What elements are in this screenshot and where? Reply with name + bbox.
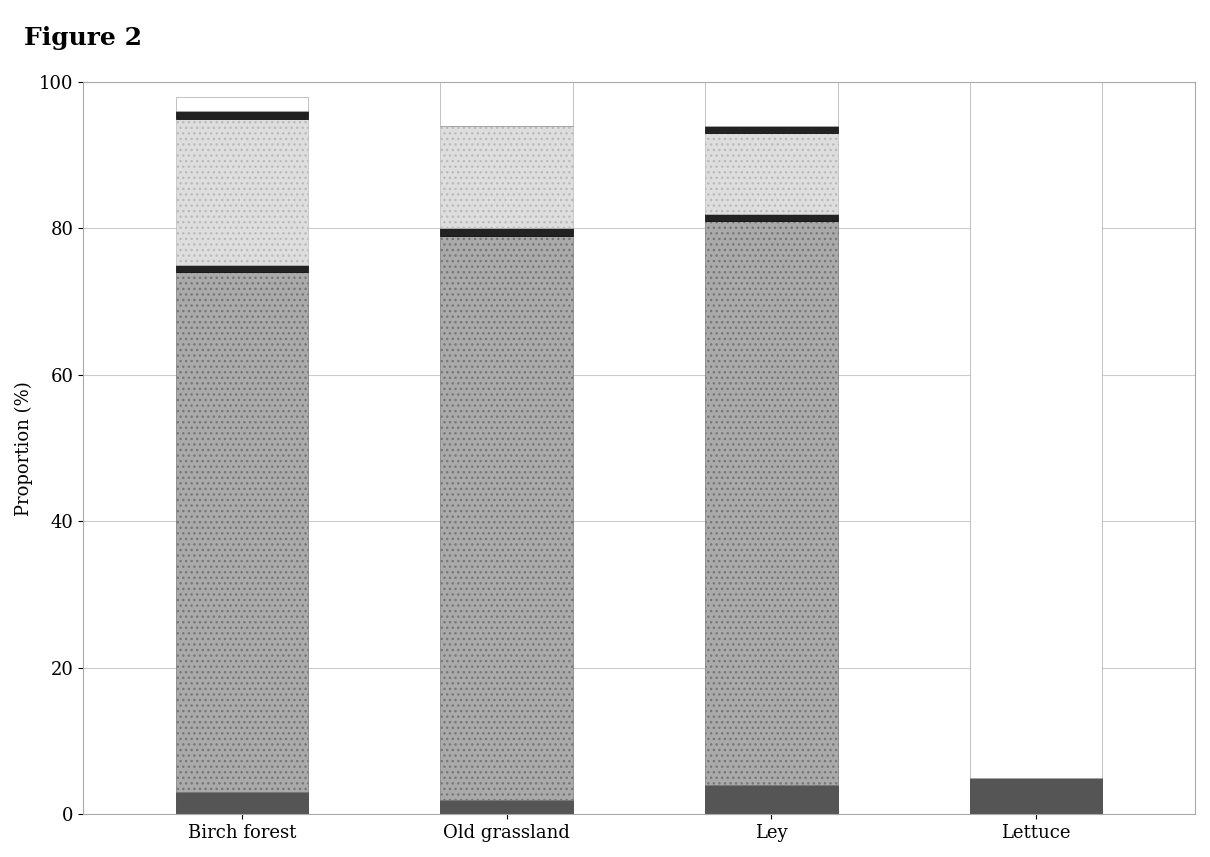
Bar	[175, 97, 309, 111]
Bar	[970, 82, 1102, 777]
Bar	[705, 126, 837, 133]
Bar	[175, 265, 309, 273]
Bar	[175, 273, 309, 793]
Text: Figure 2: Figure 2	[24, 26, 143, 50]
Bar	[440, 126, 572, 229]
Bar	[440, 800, 572, 814]
Bar	[705, 82, 837, 126]
Bar	[705, 213, 837, 221]
Bar	[970, 777, 1102, 814]
Bar	[440, 82, 572, 126]
Bar	[440, 229, 572, 236]
Bar	[705, 133, 837, 213]
Bar	[705, 785, 837, 814]
Bar	[440, 236, 572, 800]
Y-axis label: Proportion (%): Proportion (%)	[15, 381, 33, 516]
Bar	[175, 111, 309, 118]
Bar	[175, 793, 309, 814]
Bar	[175, 118, 309, 265]
Bar	[705, 221, 837, 785]
